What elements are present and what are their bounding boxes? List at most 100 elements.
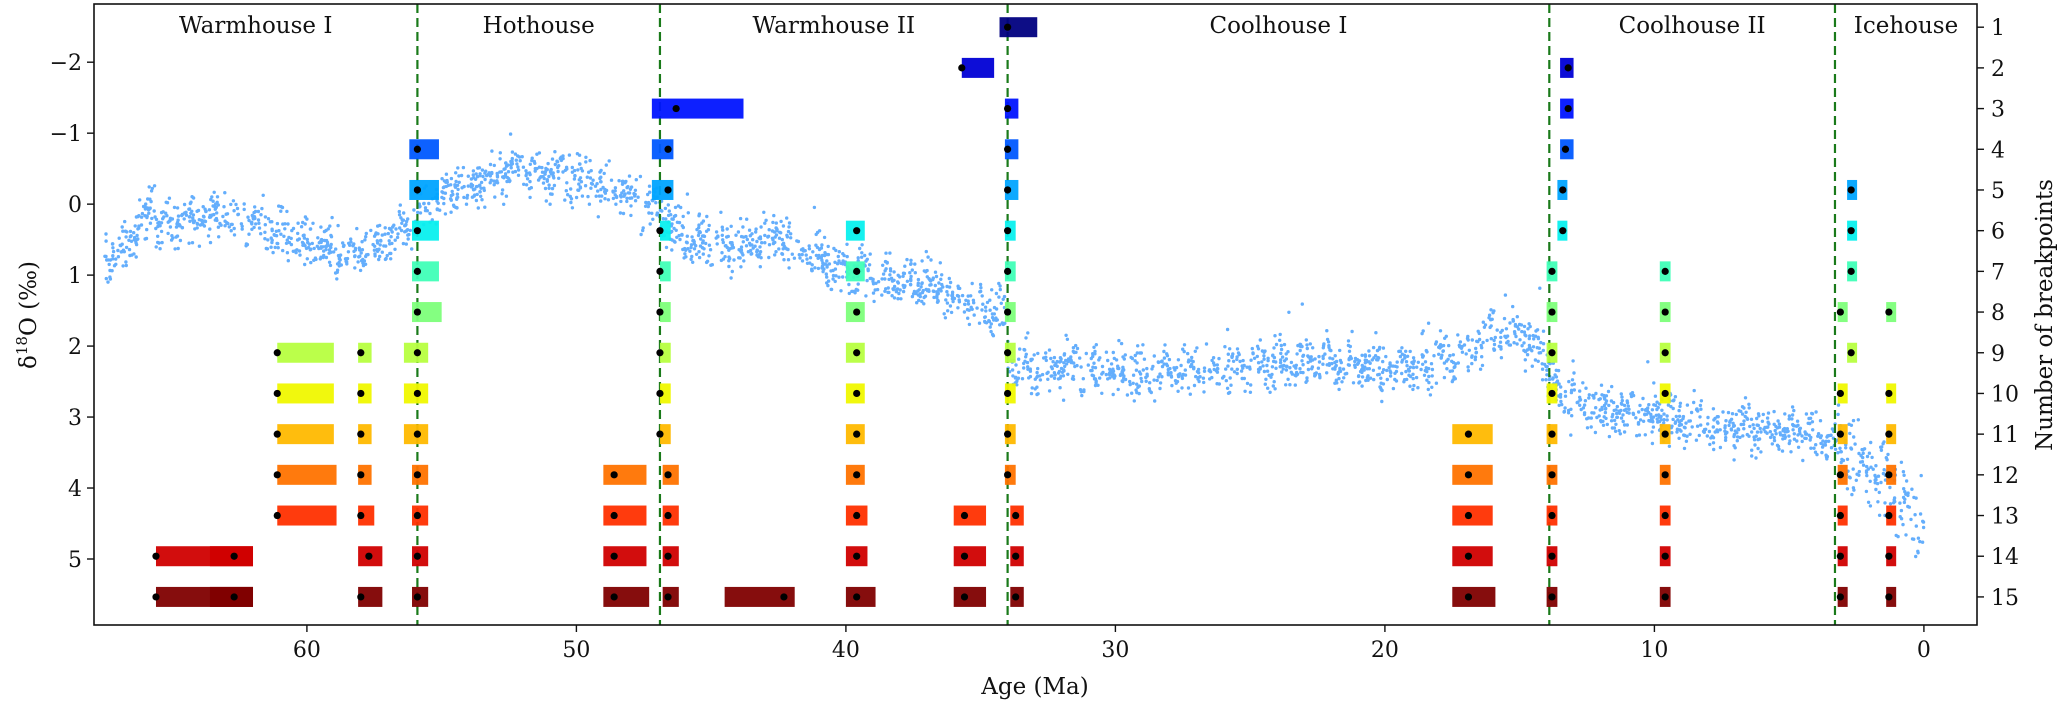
data-point	[967, 322, 972, 327]
data-point	[876, 280, 881, 284]
data-point	[1411, 356, 1416, 360]
data-point	[266, 217, 271, 221]
data-point	[695, 227, 699, 232]
breakpoint-marker	[853, 552, 861, 560]
data-point	[1207, 368, 1212, 372]
data-point	[223, 224, 227, 228]
data-point	[941, 285, 945, 289]
data-point	[1499, 335, 1503, 340]
breakpoint-marker	[960, 511, 969, 520]
data-point	[1683, 426, 1687, 430]
data-point	[1350, 329, 1354, 334]
data-point	[1709, 436, 1713, 440]
data-point	[487, 171, 491, 175]
breakpoint-marker	[273, 389, 281, 398]
breakpoint-marker	[672, 104, 680, 113]
data-point	[670, 229, 674, 234]
data-point	[627, 191, 632, 195]
data-point	[1581, 406, 1586, 410]
data-point	[104, 276, 109, 281]
data-point	[442, 201, 446, 206]
data-point	[845, 242, 849, 246]
data-point	[1278, 360, 1283, 365]
data-point	[1135, 351, 1140, 355]
data-point	[589, 186, 593, 190]
data-point	[215, 211, 219, 215]
data-point	[529, 186, 533, 190]
data-point	[1666, 403, 1671, 407]
data-point	[910, 294, 915, 299]
data-point	[1631, 411, 1635, 415]
data-point	[1874, 464, 1878, 468]
data-point	[1526, 327, 1530, 331]
data-point	[1792, 408, 1796, 413]
data-point	[1742, 427, 1746, 431]
data-point	[1059, 359, 1063, 363]
data-point	[623, 192, 627, 196]
data-point	[1394, 369, 1399, 374]
data-point	[489, 178, 493, 182]
data-point	[1569, 407, 1573, 411]
data-point	[1175, 379, 1180, 384]
data-point	[1191, 359, 1195, 364]
data-point	[1003, 321, 1007, 325]
data-point	[1479, 343, 1483, 348]
data-point	[343, 257, 348, 261]
data-point	[1248, 390, 1253, 394]
data-point	[1520, 344, 1524, 348]
data-point	[1442, 375, 1447, 380]
data-point	[1649, 415, 1653, 419]
data-point	[1162, 356, 1167, 360]
y2-tick-label: 8	[1991, 301, 2005, 326]
y2-tick-label: 14	[1991, 545, 2019, 570]
data-point	[498, 157, 502, 161]
data-point	[754, 230, 758, 234]
data-point	[207, 208, 212, 212]
data-point	[943, 316, 948, 320]
data-point	[1293, 383, 1298, 387]
data-point	[790, 252, 794, 256]
breakpoint-interval-bar	[1452, 424, 1493, 445]
data-point	[814, 253, 819, 258]
data-point	[132, 231, 136, 235]
data-point	[883, 269, 887, 273]
data-point	[361, 257, 365, 262]
data-point	[700, 221, 704, 225]
breakpoint-marker	[365, 552, 373, 560]
data-point	[1740, 405, 1745, 409]
breakpoint-interval-bar	[603, 546, 647, 567]
data-point	[528, 195, 532, 200]
breakpoint-marker	[357, 389, 365, 398]
breakpoint-marker	[1836, 471, 1844, 479]
breakpoint-row-15	[152, 586, 1897, 607]
data-point	[1197, 371, 1201, 375]
breakpoint-interval-bar	[358, 505, 375, 526]
breakpoint-marker	[1464, 511, 1473, 520]
data-point	[1625, 401, 1630, 405]
data-point	[948, 280, 953, 285]
data-point	[1416, 360, 1421, 364]
data-point	[1607, 434, 1612, 439]
data-point	[1238, 359, 1242, 364]
breakpoint-interval-bar	[651, 179, 674, 200]
data-point	[1755, 430, 1760, 434]
data-point	[1101, 370, 1105, 375]
data-point	[1873, 478, 1877, 482]
data-point	[1013, 376, 1018, 380]
breakpoint-interval-bar	[412, 220, 439, 241]
data-point	[1660, 408, 1664, 412]
y2-tick-label: 1	[1991, 16, 2005, 41]
data-point	[1215, 382, 1219, 386]
data-point	[786, 258, 791, 262]
breakpoint-interval-bar	[603, 505, 647, 526]
data-point	[1733, 446, 1737, 450]
data-point	[1888, 502, 1893, 506]
breakpoint-marker	[853, 430, 861, 438]
data-point	[1733, 429, 1738, 433]
data-point	[1587, 396, 1591, 400]
data-point	[543, 186, 548, 191]
data-point	[908, 271, 912, 275]
data-point	[1062, 353, 1067, 357]
data-point	[1426, 321, 1431, 325]
data-point	[785, 216, 789, 220]
